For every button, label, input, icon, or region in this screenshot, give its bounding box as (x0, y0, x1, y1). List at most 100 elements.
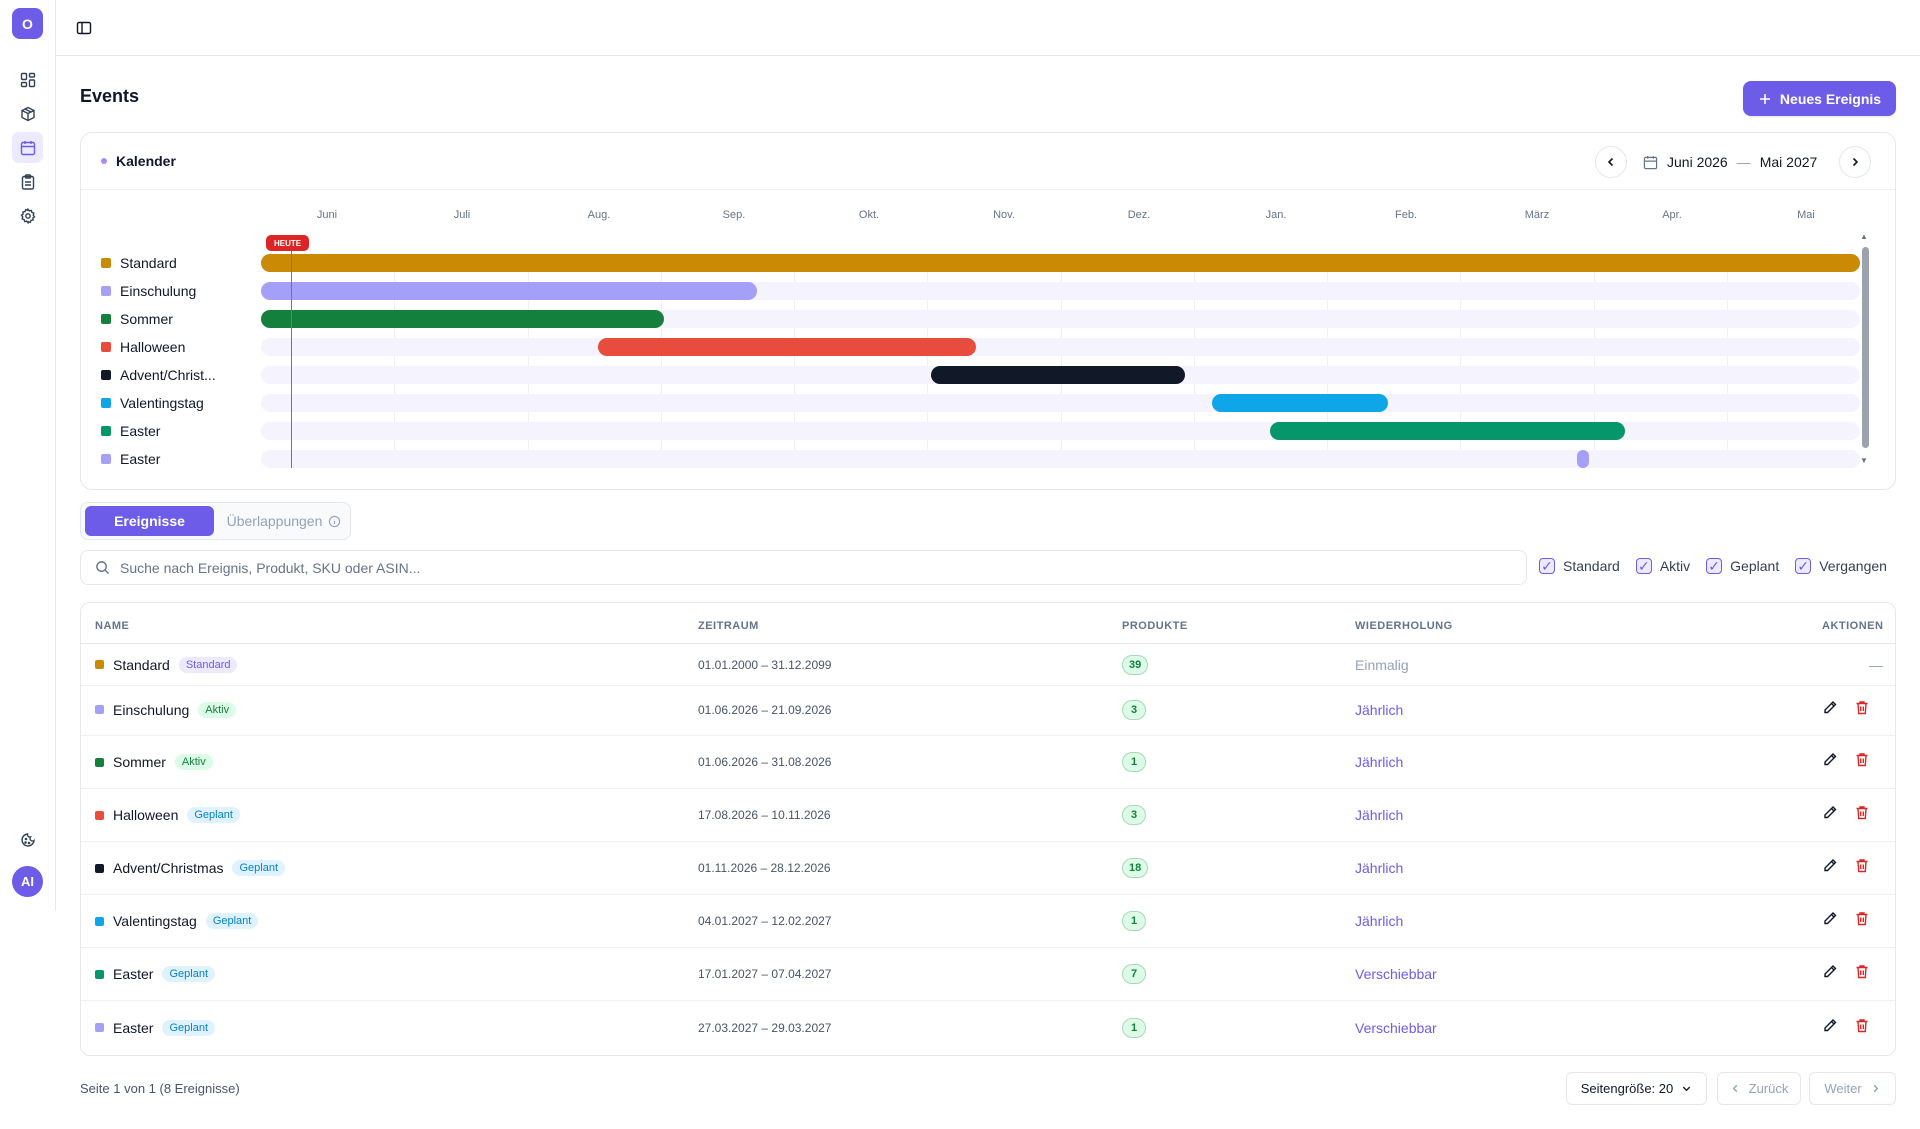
edit-icon[interactable] (1822, 805, 1838, 826)
page-size-label: Seitengröße: 20 (1580, 1081, 1674, 1096)
event-period: 01.01.2000 – 31.12.2099 (698, 657, 832, 672)
status-badge: Standard (178, 656, 238, 673)
table-row[interactable]: Easter Geplant 17.01.2027 – 07.04.2027 7 Ver… (81, 948, 1895, 1001)
filter-label: Vergangen (1819, 558, 1887, 574)
scroll-down-icon[interactable]: ▼ (1860, 456, 1868, 465)
timeline-row-label: Einschulung (101, 282, 196, 300)
calendar-icon[interactable] (12, 132, 43, 163)
tab-events[interactable]: Ereignisse (85, 506, 214, 536)
edit-icon[interactable] (1822, 699, 1838, 720)
event-name: Advent/Christmas (113, 860, 224, 876)
checkbox-checked-icon[interactable]: ✓ (1706, 558, 1723, 574)
date-range[interactable]: Juni 2026 — Mai 2027 (1643, 146, 1817, 178)
chevron-right-icon (1873, 1084, 1878, 1093)
settings-icon[interactable] (12, 200, 43, 231)
product-count-badge: 39 (1122, 654, 1149, 675)
chevron-right-icon (1852, 157, 1859, 167)
delete-icon[interactable] (1854, 805, 1870, 826)
header-name: NAME (95, 620, 130, 632)
chevron-left-icon (1607, 157, 1614, 167)
edit-icon[interactable] (1822, 752, 1838, 773)
table-row[interactable]: Standard Standard 01.01.2000 – 31.12.2099 3… (81, 644, 1895, 686)
row-actions (1822, 964, 1870, 985)
app-logo[interactable]: O (12, 8, 43, 39)
event-bar[interactable] (1269, 422, 1625, 440)
box-icon[interactable] (12, 98, 43, 129)
edit-icon[interactable] (1822, 858, 1838, 879)
table-row[interactable]: Einschulung Aktiv 01.06.2026 – 21.09.2026 3… (81, 684, 1895, 736)
avatar[interactable]: AI (12, 866, 43, 897)
filter-geplant[interactable]: ✓ Geplant (1706, 558, 1779, 574)
page-size-select[interactable]: Seitengröße: 20 (1566, 1072, 1707, 1105)
table-row[interactable]: Sommer Aktiv 01.06.2026 – 31.08.2026 1 Jährl… (81, 736, 1895, 789)
clipboard-icon[interactable] (12, 166, 43, 197)
color-swatch (101, 314, 111, 324)
event-name: Valentingstag (113, 913, 197, 929)
event-bar[interactable] (261, 254, 1860, 272)
row-actions (1822, 1017, 1870, 1038)
timeline-row-name: Easter (120, 451, 161, 467)
event-bar[interactable] (261, 310, 664, 328)
cookie-icon[interactable] (12, 824, 43, 855)
next-period-button[interactable] (1839, 146, 1871, 178)
event-period: 01.06.2026 – 21.09.2026 (698, 702, 832, 717)
table-row[interactable]: Valentingstag Geplant 04.01.2027 – 12.02.2… (81, 895, 1895, 948)
edit-icon[interactable] (1822, 1017, 1838, 1038)
delete-icon[interactable] (1854, 752, 1870, 773)
search-bar[interactable] (80, 550, 1527, 585)
timeline-row-name: Sommer (120, 311, 173, 327)
month-label: Feb. (1394, 209, 1418, 221)
month-gridline (1327, 254, 1328, 468)
table-row[interactable]: Easter Geplant 27.03.2027 – 29.03.2027 1 Ver… (81, 1001, 1895, 1054)
month-gridline (1594, 254, 1595, 468)
prev-period-button[interactable] (1595, 146, 1627, 178)
checkbox-checked-icon[interactable]: ✓ (1795, 558, 1812, 574)
new-event-button[interactable]: Neues Ereignis (1743, 81, 1896, 116)
product-count-cell: 18 (1122, 858, 1149, 878)
month-label: Apr. (1662, 209, 1682, 221)
event-bar[interactable] (1212, 394, 1389, 412)
search-input[interactable] (120, 559, 1500, 576)
delete-icon[interactable] (1854, 858, 1870, 879)
month-label: Dez. (1127, 209, 1151, 221)
dashboard-icon[interactable] (12, 64, 43, 95)
event-period: 01.06.2026 – 31.08.2026 (698, 755, 832, 769)
filter-standard[interactable]: ✓ Standard (1539, 558, 1620, 574)
event-bar[interactable] (598, 338, 976, 356)
status-badge: Geplant (162, 1019, 215, 1036)
event-name: Einschulung (113, 701, 190, 718)
delete-icon[interactable] (1854, 911, 1870, 932)
event-bar[interactable] (1576, 450, 1589, 468)
delete-icon[interactable] (1854, 699, 1870, 720)
color-swatch (101, 454, 111, 464)
product-count-cell: 1 (1122, 752, 1146, 772)
header-actions: AKTIONEN (1822, 620, 1884, 632)
filter-vergangen[interactable]: ✓ Vergangen (1795, 558, 1887, 574)
next-page-button[interactable]: Weiter (1809, 1072, 1896, 1105)
event-bar[interactable] (261, 282, 757, 300)
delete-icon[interactable] (1854, 964, 1870, 985)
sidebar-toggle-icon[interactable] (73, 17, 95, 39)
product-count-badge: 3 (1122, 699, 1146, 720)
table-row[interactable]: Halloween Geplant 17.08.2026 – 10.11.2026 3… (81, 789, 1895, 842)
timeline-row-label: Easter (101, 450, 160, 468)
scroll-up-icon[interactable]: ▲ (1860, 232, 1868, 241)
month-label: Aug. (587, 209, 611, 221)
header-products: PRODUKTE (1122, 620, 1188, 632)
edit-icon[interactable] (1822, 911, 1838, 932)
range-end: Mai 2027 (1759, 154, 1818, 170)
event-bar[interactable] (930, 366, 1186, 384)
table-row[interactable]: Advent/Christmas Geplant 01.11.2026 – 28.1… (81, 842, 1895, 895)
tab-overlaps[interactable]: Überlappungen (220, 506, 348, 536)
checkbox-checked-icon[interactable]: ✓ (1635, 558, 1652, 574)
header-period: ZEITRAUM (698, 620, 759, 632)
delete-icon[interactable] (1854, 1017, 1870, 1038)
event-name-cell: Sommer Aktiv (95, 754, 213, 770)
month-label: Jan. (1265, 209, 1287, 221)
prev-page-button[interactable]: Zurück (1717, 1072, 1801, 1105)
edit-icon[interactable] (1822, 964, 1838, 985)
timeline-scrollbar[interactable] (1862, 247, 1869, 448)
checkbox-checked-icon[interactable]: ✓ (1539, 558, 1555, 574)
color-swatch (101, 370, 111, 380)
filter-aktiv[interactable]: ✓ Aktiv (1635, 558, 1690, 574)
